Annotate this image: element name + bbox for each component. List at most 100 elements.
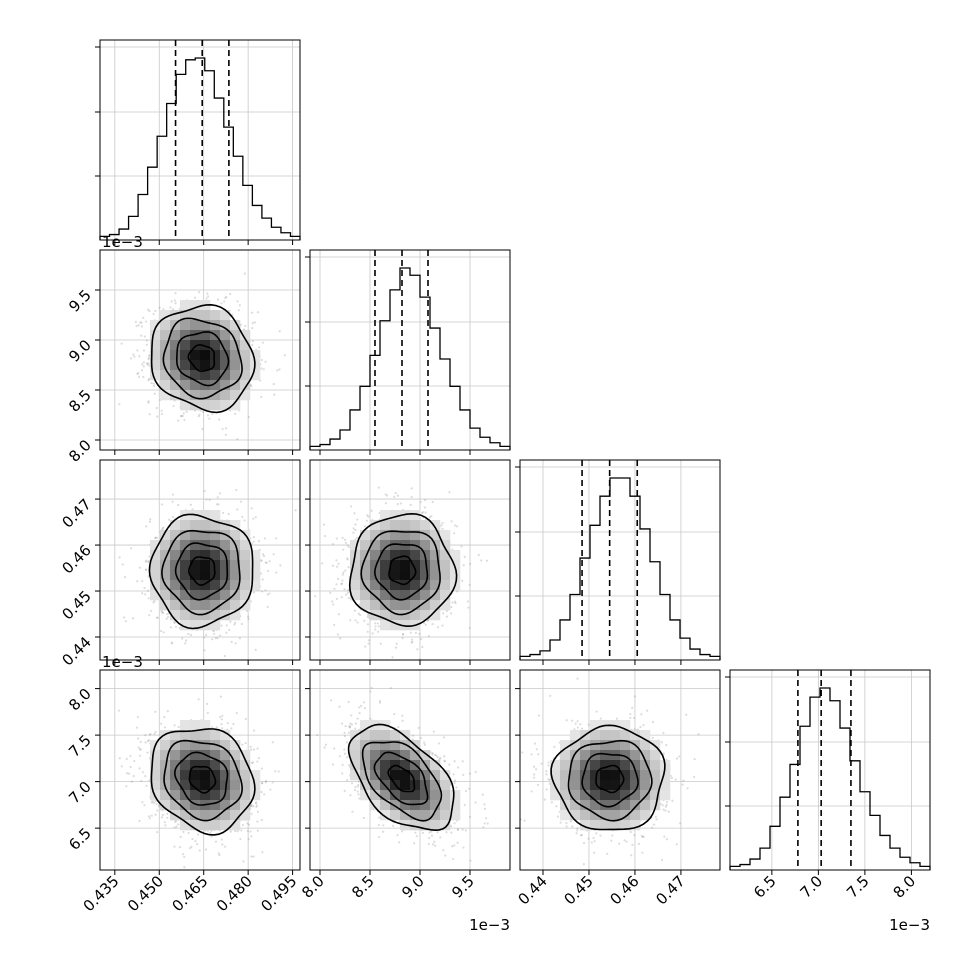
sample-point [152, 382, 155, 385]
sample-point [396, 503, 399, 506]
sample-point [142, 365, 145, 368]
density-cell [200, 340, 211, 351]
density-cell [240, 560, 251, 571]
sample-point [181, 637, 184, 640]
sample-point [377, 486, 380, 489]
density-cell [190, 530, 201, 541]
sample-point [132, 353, 135, 356]
sample-point [354, 528, 357, 532]
density-cell [230, 590, 241, 601]
sample-point [444, 664, 446, 666]
sample-point [247, 838, 250, 841]
density-cell [230, 520, 241, 531]
density-cell [390, 530, 401, 541]
density-cell [160, 380, 171, 391]
density-cell [220, 590, 231, 601]
sample-point [367, 515, 370, 518]
density-cell [180, 620, 191, 631]
sample-point [174, 820, 177, 823]
sample-point [343, 588, 346, 591]
sample-point [366, 613, 370, 616]
sample-point [177, 503, 180, 507]
sample-point [226, 722, 229, 725]
density-cell [160, 330, 171, 341]
sample-point [244, 324, 247, 328]
sample-point [167, 518, 171, 521]
sample-point [357, 612, 360, 615]
sample-point [337, 562, 340, 565]
sample-point [353, 609, 356, 612]
sample-point [376, 622, 379, 625]
sample-point [460, 545, 463, 548]
sample-point [420, 511, 424, 515]
sample-point [322, 523, 325, 526]
sample-point [260, 559, 263, 562]
sample-point [255, 804, 259, 807]
sample-point [348, 546, 351, 549]
sample-point [211, 412, 214, 416]
sample-point [142, 375, 145, 379]
sample-point [341, 573, 344, 576]
sample-point [176, 419, 180, 422]
density-cell [200, 310, 211, 321]
sample-point [250, 812, 253, 816]
sample-point [283, 354, 286, 357]
density-cell [180, 580, 191, 591]
sample-point [220, 624, 223, 627]
density-cell [380, 590, 391, 601]
density-cell [150, 370, 161, 381]
sample-point [366, 514, 369, 517]
density-cell [230, 390, 241, 401]
sample-point [148, 614, 151, 617]
sample-point [140, 369, 144, 372]
sample-point [197, 415, 200, 418]
sample-point [261, 782, 264, 785]
density-cell [170, 330, 181, 341]
sample-point [268, 560, 271, 563]
density-cell [180, 310, 191, 321]
sample-point [238, 304, 241, 307]
sample-point [144, 560, 147, 563]
sample-point [224, 427, 228, 430]
data-layer [99, 40, 931, 870]
sample-point [147, 400, 150, 403]
sample-point [267, 569, 270, 572]
density-cell [390, 540, 401, 551]
density-cell [440, 560, 451, 571]
sample-point [371, 632, 374, 635]
sample-point [135, 324, 138, 328]
density-cell [230, 600, 241, 611]
sample-point [201, 428, 204, 431]
sample-point [131, 617, 135, 620]
sample-point [454, 524, 457, 527]
sample-point [161, 461, 163, 463]
sample-point [239, 323, 243, 326]
density-cell [420, 570, 431, 581]
contour-line [348, 512, 458, 628]
sample-point [254, 516, 257, 519]
sample-point [250, 542, 253, 545]
density-cell [240, 370, 251, 381]
sample-point [145, 343, 148, 346]
sample-point [153, 732, 156, 736]
density-cell [230, 370, 241, 381]
sample-point [165, 617, 168, 620]
sample-point [350, 505, 353, 508]
density-cell [170, 540, 181, 551]
sample-point [208, 498, 211, 501]
sample-point [144, 593, 147, 596]
sample-point [187, 632, 190, 636]
sample-point [224, 433, 227, 436]
density-cell [200, 520, 211, 531]
sample-point [234, 829, 237, 833]
sample-point [162, 631, 165, 634]
sample-point [336, 565, 339, 568]
sample-point [219, 715, 222, 719]
density-cell [220, 540, 231, 551]
sample-point [431, 500, 434, 504]
sample-point [175, 825, 178, 828]
sample-point [147, 575, 150, 578]
sample-point [246, 615, 250, 618]
sample-point [336, 633, 340, 636]
density-cell [380, 580, 391, 591]
